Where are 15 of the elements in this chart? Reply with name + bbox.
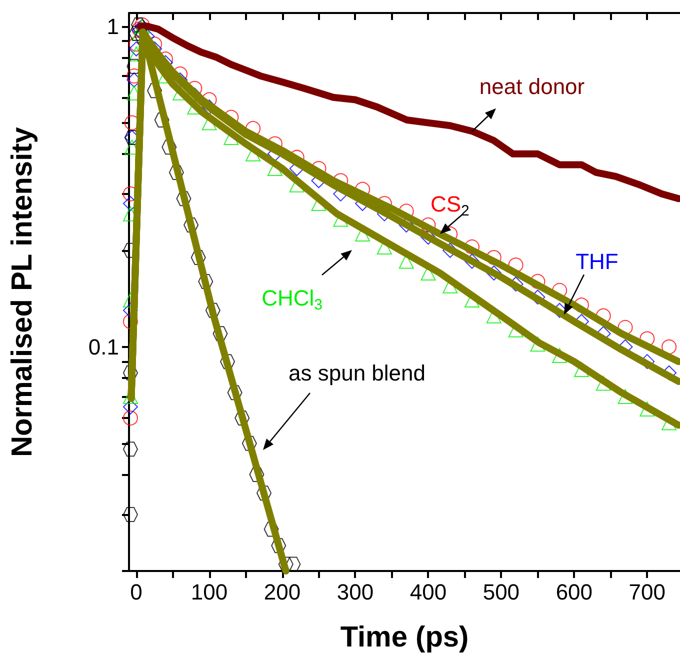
y-tick-label: 0.1 — [88, 334, 119, 360]
annotation: as spun blend — [288, 360, 426, 386]
x-tick-label: 300 — [336, 580, 374, 604]
y-tick-label: 1 — [106, 14, 119, 39]
y-axis-title: Normalised PL intensity — [6, 127, 38, 457]
annotation: THF — [576, 249, 618, 274]
x-tick-label: 0 — [130, 580, 142, 604]
x-tick-label: 200 — [264, 580, 301, 604]
x-axis-title: Time (ps) — [340, 622, 469, 654]
x-tick-label: 700 — [628, 580, 666, 604]
x-tick-label: 600 — [556, 580, 593, 604]
x-tick-label: 100 — [190, 580, 228, 604]
x-tick-label: 400 — [410, 580, 447, 604]
annotation: neat donor — [479, 74, 585, 99]
x-tick-label: 500 — [482, 580, 520, 604]
